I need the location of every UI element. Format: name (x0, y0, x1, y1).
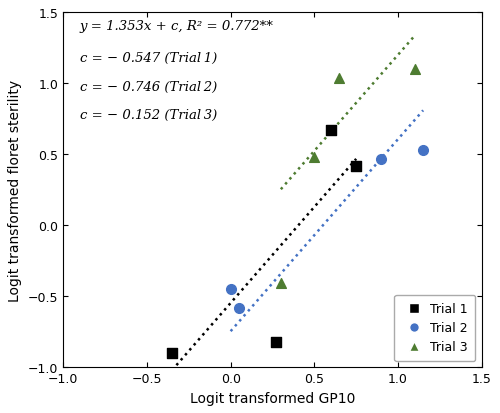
Trial 2 (419, 147, 427, 154)
Trial 1 (352, 163, 360, 170)
Text: y = 1.353x + c, R² = 0.772**: y = 1.353x + c, R² = 0.772** (80, 20, 274, 33)
X-axis label: Logit transformed GP10: Logit transformed GP10 (190, 391, 355, 405)
Trial 1 (327, 128, 335, 134)
Y-axis label: Logit transformed floret sterility: Logit transformed floret sterility (8, 80, 22, 301)
Trial 3 (336, 75, 344, 82)
Legend: Trial 1, Trial 2, Trial 3: Trial 1, Trial 2, Trial 3 (394, 295, 475, 361)
Text: c = − 0.152 (Trial 3): c = − 0.152 (Trial 3) (80, 109, 217, 122)
Trial 3 (411, 66, 419, 73)
Trial 2 (235, 304, 243, 311)
Trial 1 (168, 350, 176, 356)
Text: c = − 0.547 (Trial 1): c = − 0.547 (Trial 1) (80, 52, 217, 65)
Trial 3 (277, 280, 285, 287)
Trial 2 (378, 156, 386, 162)
Trial 1 (272, 339, 280, 345)
Trial 2 (226, 286, 234, 293)
Trial 3 (310, 154, 318, 161)
Text: c = − 0.746 (Trial 2): c = − 0.746 (Trial 2) (80, 81, 217, 93)
